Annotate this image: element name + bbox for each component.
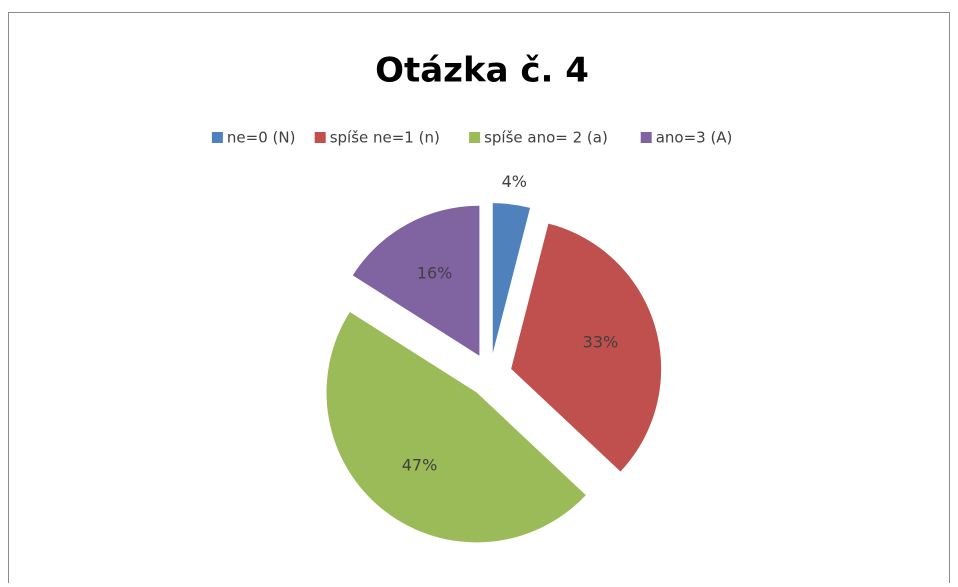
legend-swatch: [640, 132, 652, 143]
legend-label: ne=0 (N): [227, 129, 296, 147]
legend-label: spíše ne=1 (n): [330, 129, 440, 147]
data-label: 16%: [417, 264, 453, 283]
pie-slice: [352, 205, 480, 356]
legend-swatch: [469, 132, 481, 143]
data-label: 47%: [402, 455, 438, 474]
legend-label: ano=3 (A): [656, 129, 733, 147]
legend-swatch: [314, 132, 326, 143]
legend-swatch: [211, 132, 223, 143]
pie-slice: [492, 203, 531, 354]
pie-slice: [326, 312, 586, 543]
data-label: 33%: [583, 332, 619, 351]
legend-label: spíše ano= 2 (a): [484, 129, 608, 147]
data-label: 4%: [502, 172, 527, 191]
pie-slice: [511, 223, 662, 472]
chart-title: Otázka č. 4: [375, 51, 589, 91]
